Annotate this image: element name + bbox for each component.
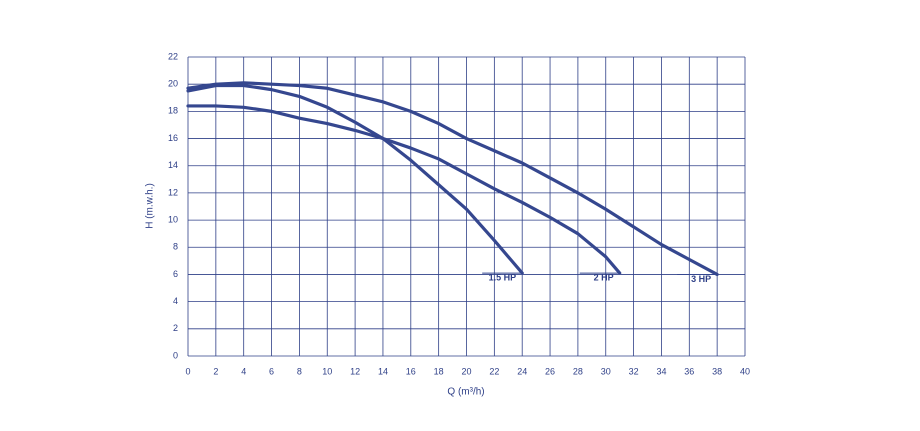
y-axis-title: H (m.w.h.) bbox=[145, 183, 156, 229]
y-tick-label: 12 bbox=[168, 187, 178, 197]
x-tick-label: 30 bbox=[601, 366, 611, 376]
y-tick-label: 10 bbox=[168, 214, 178, 224]
x-tick-label: 16 bbox=[406, 366, 416, 376]
x-tick-label: 32 bbox=[629, 366, 639, 376]
y-tick-label: 14 bbox=[168, 160, 178, 170]
x-tick-label: 40 bbox=[740, 366, 750, 376]
x-axis-title: Q (m³/h) bbox=[447, 387, 484, 398]
series-label: 1.5 HP bbox=[489, 272, 517, 282]
series-label: 3 HP bbox=[691, 274, 711, 284]
x-tick-label: 10 bbox=[322, 366, 332, 376]
x-tick-label: 12 bbox=[350, 366, 360, 376]
y-tick-label: 0 bbox=[173, 350, 178, 360]
x-tick-label: 14 bbox=[378, 366, 388, 376]
x-tick-label: 18 bbox=[434, 366, 444, 376]
x-tick-label: 0 bbox=[185, 366, 190, 376]
y-tick-label: 18 bbox=[168, 106, 178, 116]
y-tick-label: 22 bbox=[168, 51, 178, 61]
x-tick-label: 26 bbox=[545, 366, 555, 376]
curve bbox=[186, 81, 719, 277]
x-tick-label: 24 bbox=[517, 366, 527, 376]
curve bbox=[186, 83, 524, 275]
curve bbox=[186, 104, 622, 275]
x-tick-label: 4 bbox=[241, 366, 246, 376]
y-tick-label: 20 bbox=[168, 79, 178, 89]
x-tick-label: 6 bbox=[269, 366, 274, 376]
y-tick-label: 16 bbox=[168, 133, 178, 143]
series-label: 2 HP bbox=[594, 272, 614, 282]
x-tick-label: 34 bbox=[656, 366, 666, 376]
y-tick-label: 6 bbox=[173, 269, 178, 279]
x-tick-label: 8 bbox=[297, 366, 302, 376]
x-tick-label: 38 bbox=[712, 366, 722, 376]
x-tick-label: 28 bbox=[573, 366, 583, 376]
x-tick-label: 22 bbox=[489, 366, 499, 376]
y-tick-label: 2 bbox=[173, 323, 178, 333]
y-tick-label: 4 bbox=[173, 296, 178, 306]
x-tick-label: 20 bbox=[461, 366, 471, 376]
x-tick-label: 2 bbox=[213, 366, 218, 376]
y-tick-label: 8 bbox=[173, 242, 178, 252]
x-tick-label: 36 bbox=[684, 366, 694, 376]
